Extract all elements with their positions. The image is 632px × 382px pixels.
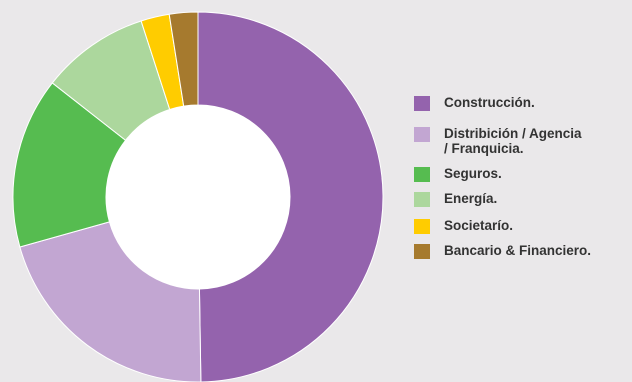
legend-item-0: Construcción. — [414, 95, 629, 111]
legend-item-4: Societarío. — [414, 218, 629, 234]
legend-swatch-0 — [414, 96, 430, 111]
legend-swatch-3 — [414, 192, 430, 207]
legend-item-2: Seguros. — [414, 166, 629, 182]
legend-label-3: Energía. — [444, 191, 498, 206]
legend-swatch-2 — [414, 167, 430, 182]
legend: Construcción. Distribición / Agencia / Fr… — [414, 95, 629, 259]
legend-item-3: Energía. — [414, 191, 629, 207]
legend-label-2: Seguros. — [444, 166, 502, 181]
legend-label-1: Distribición / Agencia / Franquicia. — [444, 126, 582, 156]
legend-swatch-4 — [414, 219, 430, 234]
legend-item-1: Distribición / Agencia / Franquicia. — [414, 126, 629, 156]
legend-item-5: Bancario & Financiero. — [414, 243, 629, 259]
donut-slices — [12, 11, 384, 382]
legend-label-5: Bancario & Financiero. — [444, 243, 592, 258]
legend-label-0: Construcción. — [444, 95, 535, 110]
legend-swatch-1 — [414, 127, 430, 142]
donut-hole — [106, 105, 290, 289]
legend-swatch-5 — [414, 244, 430, 259]
legend-label-4: Societarío. — [444, 218, 514, 233]
